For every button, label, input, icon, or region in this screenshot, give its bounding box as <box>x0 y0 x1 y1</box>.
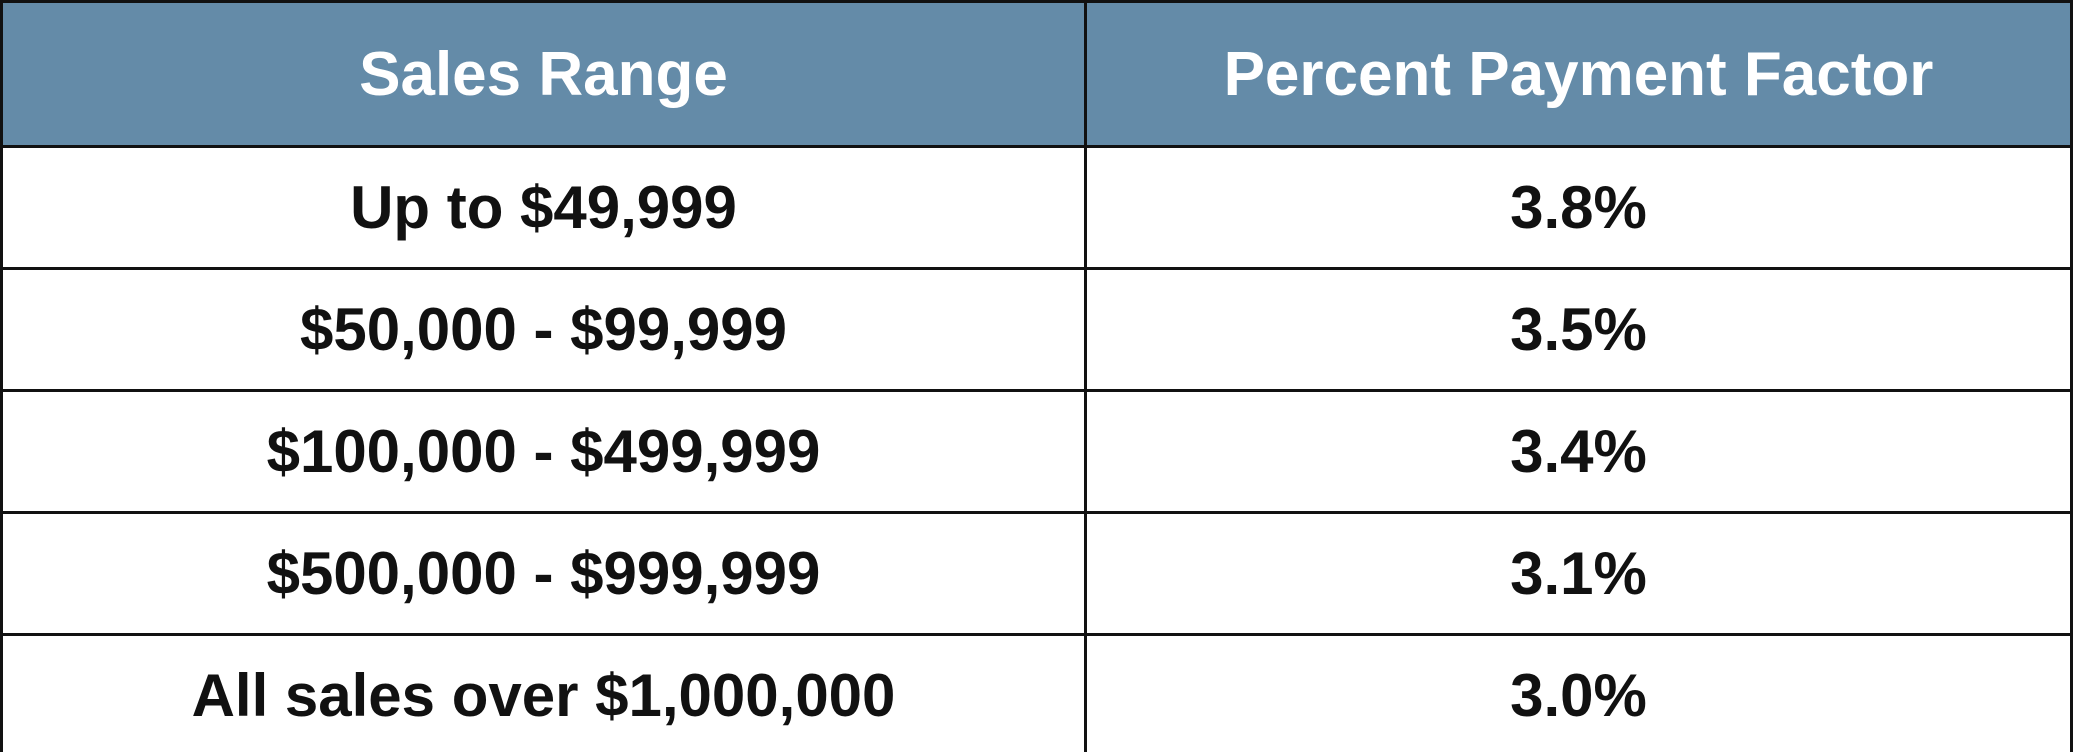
header-cell: Percent Payment Factor <box>1084 0 2073 148</box>
table-row: $500,000 - $999,999 3.1% <box>0 511 2073 636</box>
table-body: Up to $49,999 3.8% $50,000 - $99,999 3.5% $1… <box>0 145 2073 752</box>
table-row: All sales over $1,000,000 3.0% <box>0 633 2073 752</box>
sales-range-cell: $500,000 - $999,999 <box>0 511 1087 636</box>
payment-factor-cell: 3.0% <box>1084 633 2073 752</box>
payment-factor-cell: 3.1% <box>1084 511 2073 636</box>
sales-range-cell: All sales over $1,000,000 <box>0 633 1087 752</box>
table-row: $100,000 - $499,999 3.4% <box>0 389 2073 514</box>
sales-range-cell: $100,000 - $499,999 <box>0 389 1087 514</box>
payment-factor-cell: 3.8% <box>1084 145 2073 270</box>
sales-range-cell: Up to $49,999 <box>0 145 1087 270</box>
sales-range-cell: $50,000 - $99,999 <box>0 267 1087 392</box>
payment-factor-cell: 3.5% <box>1084 267 2073 392</box>
table-row: Up to $49,999 3.8% <box>0 145 2073 270</box>
header-cell: Sales Range <box>0 0 1087 148</box>
table-row: $50,000 - $99,999 3.5% <box>0 267 2073 392</box>
payment-factor-cell: 3.4% <box>1084 389 2073 514</box>
header-row: Sales Range Percent Payment Factor <box>0 0 2073 148</box>
